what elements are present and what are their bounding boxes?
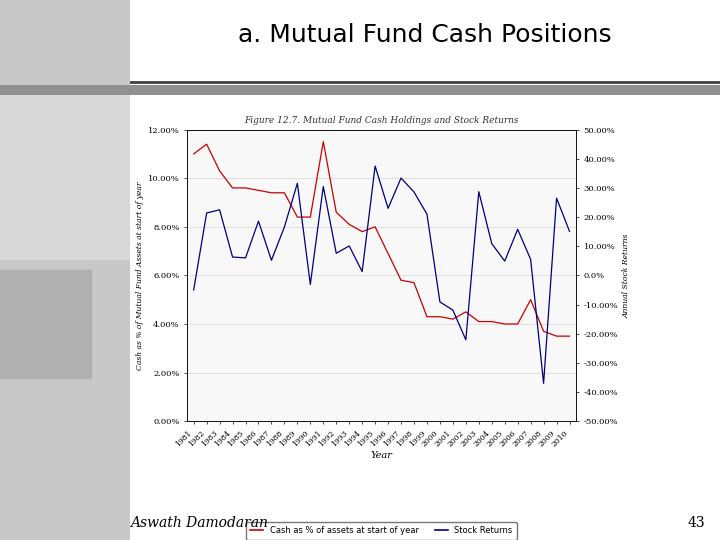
Bar — [0, 86, 130, 259]
Text: 43: 43 — [688, 516, 706, 530]
Y-axis label: Annual Stock Returns: Annual Stock Returns — [623, 233, 631, 318]
X-axis label: Year: Year — [371, 451, 392, 460]
Text: a. Mutual Fund Cash Positions: a. Mutual Fund Cash Positions — [238, 23, 611, 46]
Bar — [0, 270, 91, 378]
Y-axis label: Cash as % of Mutual Fund Assets at start of year: Cash as % of Mutual Fund Assets at start… — [135, 181, 144, 370]
Text: Aswath Damodaran: Aswath Damodaran — [130, 516, 267, 530]
Title: Figure 12.7. Mutual Fund Cash Holdings and Stock Returns: Figure 12.7. Mutual Fund Cash Holdings a… — [244, 116, 519, 125]
Legend: Cash as % of assets at start of year, Stock Returns: Cash as % of assets at start of year, St… — [246, 522, 517, 539]
